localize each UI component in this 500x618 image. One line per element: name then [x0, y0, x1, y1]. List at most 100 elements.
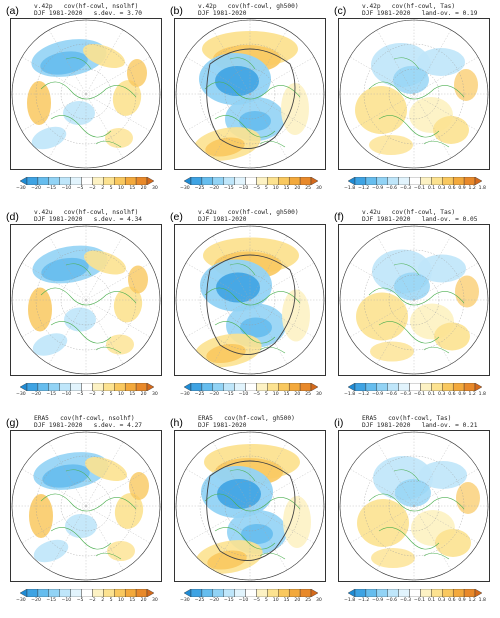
anomaly-blob — [355, 86, 407, 134]
meridian-line — [249, 93, 288, 159]
colorbar-tick-label: 0.1 — [427, 598, 436, 603]
anomaly-blob — [215, 66, 259, 96]
title-line-2: DJF 1981-2020 — [198, 422, 247, 430]
title-line-2: DJF 1981-2020 s.dev. = 4.34 — [34, 216, 143, 224]
map-svg — [175, 431, 325, 581]
polar-map — [10, 430, 162, 582]
anomaly-blob — [371, 548, 415, 568]
colorbar-tick-label: −0.3 — [399, 186, 412, 191]
colorbar-tick-label: 25 — [305, 186, 312, 191]
colorbar-tick-label: −20 — [31, 598, 41, 603]
colorbar-svg — [184, 177, 318, 185]
colorbar-ticks: −1.8 −1.2 −0.9 −0.6 −0.3 −0.1 0.1 0.3 0.6 0.9 1.2 1… — [344, 392, 486, 400]
colorbar-tick-label: 20 — [294, 186, 301, 191]
meridian-line — [413, 505, 479, 544]
colorbar-cell — [398, 589, 410, 597]
colorbar-cell — [70, 383, 82, 391]
colorbar-cell — [409, 383, 421, 391]
colorbar-cell — [288, 383, 301, 391]
map-fields — [195, 444, 311, 574]
anomaly-blob — [33, 539, 69, 563]
colorbar-tick-label: −1.2 — [357, 598, 370, 603]
colorbar-tick-label: 20 — [140, 392, 147, 397]
colorbar-cell — [474, 177, 482, 185]
anomaly-blob — [434, 322, 470, 351]
map-svg — [339, 225, 489, 375]
colorbar-tick-label: 0.1 — [427, 186, 436, 191]
anomaly-blob — [283, 496, 311, 548]
anomaly-blob — [433, 116, 469, 144]
colorbar-tick-label: 10 — [118, 392, 124, 397]
meridian-line — [349, 505, 415, 544]
meridian-line — [85, 93, 151, 132]
colorbar-cell — [310, 177, 318, 185]
colorbar-tick-label: −0.9 — [371, 598, 384, 603]
meridian-line — [85, 235, 124, 301]
panel-h: (h) ERA5 cov(hf-cowl, gh500) DJF 1981-20… — [170, 414, 330, 614]
colorbar-cell — [409, 589, 421, 597]
polar-map — [338, 224, 490, 376]
map-rim — [339, 431, 489, 581]
panel-label: (c) — [334, 5, 347, 17]
anomaly-blob — [65, 514, 97, 538]
colorbar-tick-label: −0.1 — [413, 186, 426, 191]
polar-map — [174, 18, 326, 170]
title-line-1: ERA5 cov(hf-cowl, nsolhf) — [34, 415, 135, 422]
colorbar-tick-label: 15 — [283, 186, 290, 191]
colorbar-tick-label: −10 — [61, 392, 72, 397]
meridian-line — [48, 93, 87, 159]
anomaly-blob — [105, 128, 133, 148]
colorbar-cell — [184, 383, 192, 391]
meridian-line — [413, 505, 452, 571]
colorbar-tick-label: −1.8 — [344, 392, 356, 397]
colorbar-cell — [146, 589, 154, 597]
anomaly-blob — [85, 456, 127, 482]
colorbar-cell — [267, 177, 279, 185]
colorbar-cell — [278, 177, 290, 185]
coastline — [368, 57, 465, 148]
colorbar-cell — [398, 177, 410, 185]
colorbar-cell — [420, 589, 432, 597]
colorbar-cell — [267, 589, 279, 597]
colorbar-cell — [256, 177, 268, 185]
colorbar-tick-label: −15 — [46, 598, 57, 603]
anomaly-blob — [417, 48, 465, 76]
colorbar — [348, 383, 482, 391]
panel-label: (a) — [6, 5, 19, 17]
colorbar-tick-label: −10 — [61, 186, 72, 191]
anomaly-blob — [114, 493, 144, 529]
map-fields — [27, 39, 147, 150]
meridian-line — [413, 468, 479, 507]
colorbar-cell — [146, 177, 154, 185]
colorbar-ticks: −30 −20 −15 −10 −5 −2 2 5 10 15 20 30 — [16, 392, 158, 400]
title-line-2: DJF 1981-2020 land-ov. = 0.05 — [362, 216, 478, 224]
title-line-2: DJF 1981-2020 — [198, 10, 247, 18]
colorbar-cell — [190, 589, 203, 597]
meridian-line — [413, 299, 452, 365]
meridian-line — [185, 93, 251, 132]
colorbar-cell — [26, 383, 39, 391]
colorbar-cell — [348, 383, 356, 391]
map-svg — [175, 225, 325, 375]
latitude-circle — [35, 249, 137, 351]
meridian-line — [212, 441, 251, 507]
colorbar-cell — [299, 589, 312, 597]
colorbar-cell — [103, 177, 115, 185]
colorbar-cell — [37, 383, 50, 391]
panel-a: (a) v.42p cov(hf-cowl, nsolhf) DJF 1981-… — [6, 2, 166, 202]
colorbar-tick-label: 2 — [101, 598, 105, 603]
colorbar-cell — [245, 177, 257, 185]
colorbar-cell — [387, 589, 399, 597]
panel-title: v.42p cov(hf-cowl, gh500) DJF 1981-2020 — [198, 3, 299, 18]
polar-map — [338, 18, 490, 170]
colorbar-cell — [442, 589, 454, 597]
meridian-line — [85, 262, 151, 301]
colorbar-tick-label: −0.6 — [385, 598, 398, 603]
latitude-circle — [35, 43, 137, 145]
colorbar-tick-label: −0.1 — [413, 392, 426, 397]
coastline — [204, 263, 301, 354]
colorbar-tick-label: −1.2 — [357, 392, 370, 397]
contour-line — [206, 48, 296, 149]
title-line-2: DJF 1981-2020 — [198, 216, 247, 224]
colorbar-cell — [299, 383, 312, 391]
